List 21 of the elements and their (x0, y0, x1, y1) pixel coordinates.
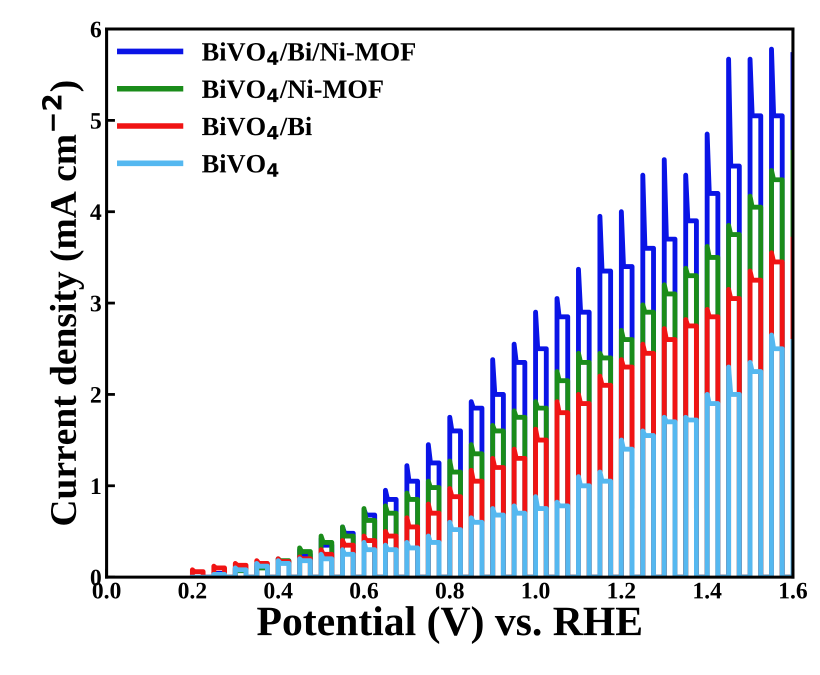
legend-label: BiVO$_{4}$/Bi (202, 116, 312, 140)
x-tick-label: 1.4 (694, 582, 722, 599)
x-tick-label: 1.0 (522, 582, 550, 599)
legend-label: BiVO$_{4}$/Bi/Ni-MOF (202, 42, 416, 65)
x-tick-label: 1.2 (608, 582, 636, 599)
x-axis-title: Potential (V) vs. RHE (257, 606, 641, 644)
y-tick-label: 2 (90, 386, 101, 403)
x-tick-label: 0.8 (436, 582, 464, 599)
legend-label: BiVO$_{4}$ (202, 154, 278, 177)
y-tick-label: 4 (90, 204, 102, 220)
x-tick-label: 0.4 (264, 582, 293, 599)
x-tick-label: 0.2 (178, 582, 206, 599)
x-tick-label: 0.6 (350, 582, 378, 599)
y-axis-title: Current density (mA cm$^{−2}$) (42, 81, 84, 525)
y-tick-label: 5 (90, 113, 101, 129)
x-tick-label: 1.6 (780, 582, 808, 599)
legend-label: BiVO$_{4}$/Ni-MOF (202, 80, 383, 102)
y-tick-label: 1 (92, 478, 101, 494)
y-tick-label: 6 (90, 22, 102, 38)
y-tick-label: 3 (90, 296, 101, 312)
line-series (190, 332, 793, 578)
